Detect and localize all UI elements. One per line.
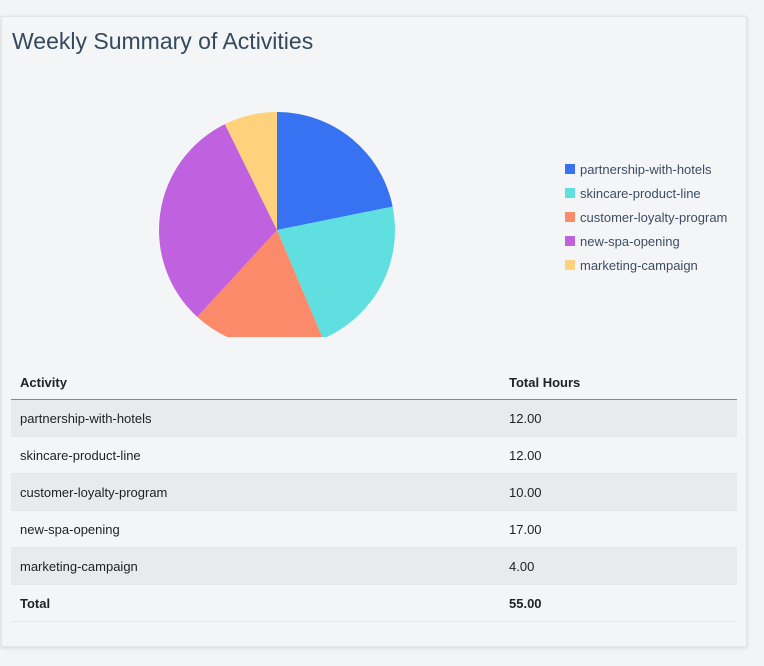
legend: partnership-with-hotels skincare-product-… (565, 157, 727, 277)
legend-label: partnership-with-hotels (580, 161, 712, 177)
hours-cell: 10.00 (500, 473, 737, 511)
table-row: marketing-campaign 4.00 (11, 547, 737, 585)
pie-slice-partnership-with-hotels (277, 112, 393, 230)
activity-cell: customer-loyalty-program (11, 473, 500, 511)
legend-swatch (565, 188, 575, 198)
activity-cell: marketing-campaign (11, 547, 500, 585)
legend-label: new-spa-opening (580, 233, 680, 249)
legend-swatch (565, 236, 575, 246)
legend-item[interactable]: customer-loyalty-program (565, 205, 727, 229)
hours-cell: 17.00 (500, 510, 737, 548)
total-row: Total 55.00 (11, 584, 737, 622)
legend-label: skincare-product-line (580, 185, 701, 201)
summary-card: Weekly Summary of Activities partnership… (1, 16, 747, 647)
hours-cell: 12.00 (500, 436, 737, 474)
pie-chart (159, 112, 395, 337)
legend-label: marketing-campaign (580, 257, 698, 273)
legend-label: customer-loyalty-program (580, 209, 728, 225)
activity-cell: new-spa-opening (11, 510, 500, 548)
page-title: Weekly Summary of Activities (12, 28, 314, 54)
pie-slice-customer-loyalty-program (197, 230, 323, 337)
total-label: Total (11, 584, 500, 622)
legend-item[interactable]: marketing-campaign (565, 253, 727, 277)
table-row: skincare-product-line 12.00 (11, 436, 737, 474)
activity-cell: partnership-with-hotels (11, 399, 500, 437)
pie-slice-marketing-campaign (224, 112, 277, 230)
legend-swatch (565, 212, 575, 222)
legend-item[interactable]: skincare-product-line (565, 181, 727, 205)
legend-swatch (565, 164, 575, 174)
legend-swatch (565, 260, 575, 270)
hours-cell: 4.00 (500, 547, 737, 585)
activity-cell: skincare-product-line (11, 436, 500, 474)
table-row: customer-loyalty-program 10.00 (11, 473, 737, 511)
pie-slice-new-spa-opening (159, 124, 277, 317)
legend-item[interactable]: new-spa-opening (565, 229, 727, 253)
table-row: new-spa-opening 17.00 (11, 510, 737, 548)
summary-table: Activity Total Hours partnership-with-ho… (11, 365, 737, 622)
table-row: partnership-with-hotels 12.00 (11, 399, 737, 437)
header-activity: Activity (11, 365, 500, 400)
header-total-hours: Total Hours (500, 365, 737, 400)
legend-item[interactable]: partnership-with-hotels (565, 157, 727, 181)
hours-cell: 12.00 (500, 399, 737, 437)
total-value: 55.00 (500, 584, 737, 622)
pie-slice-skincare-product-line (277, 206, 395, 337)
